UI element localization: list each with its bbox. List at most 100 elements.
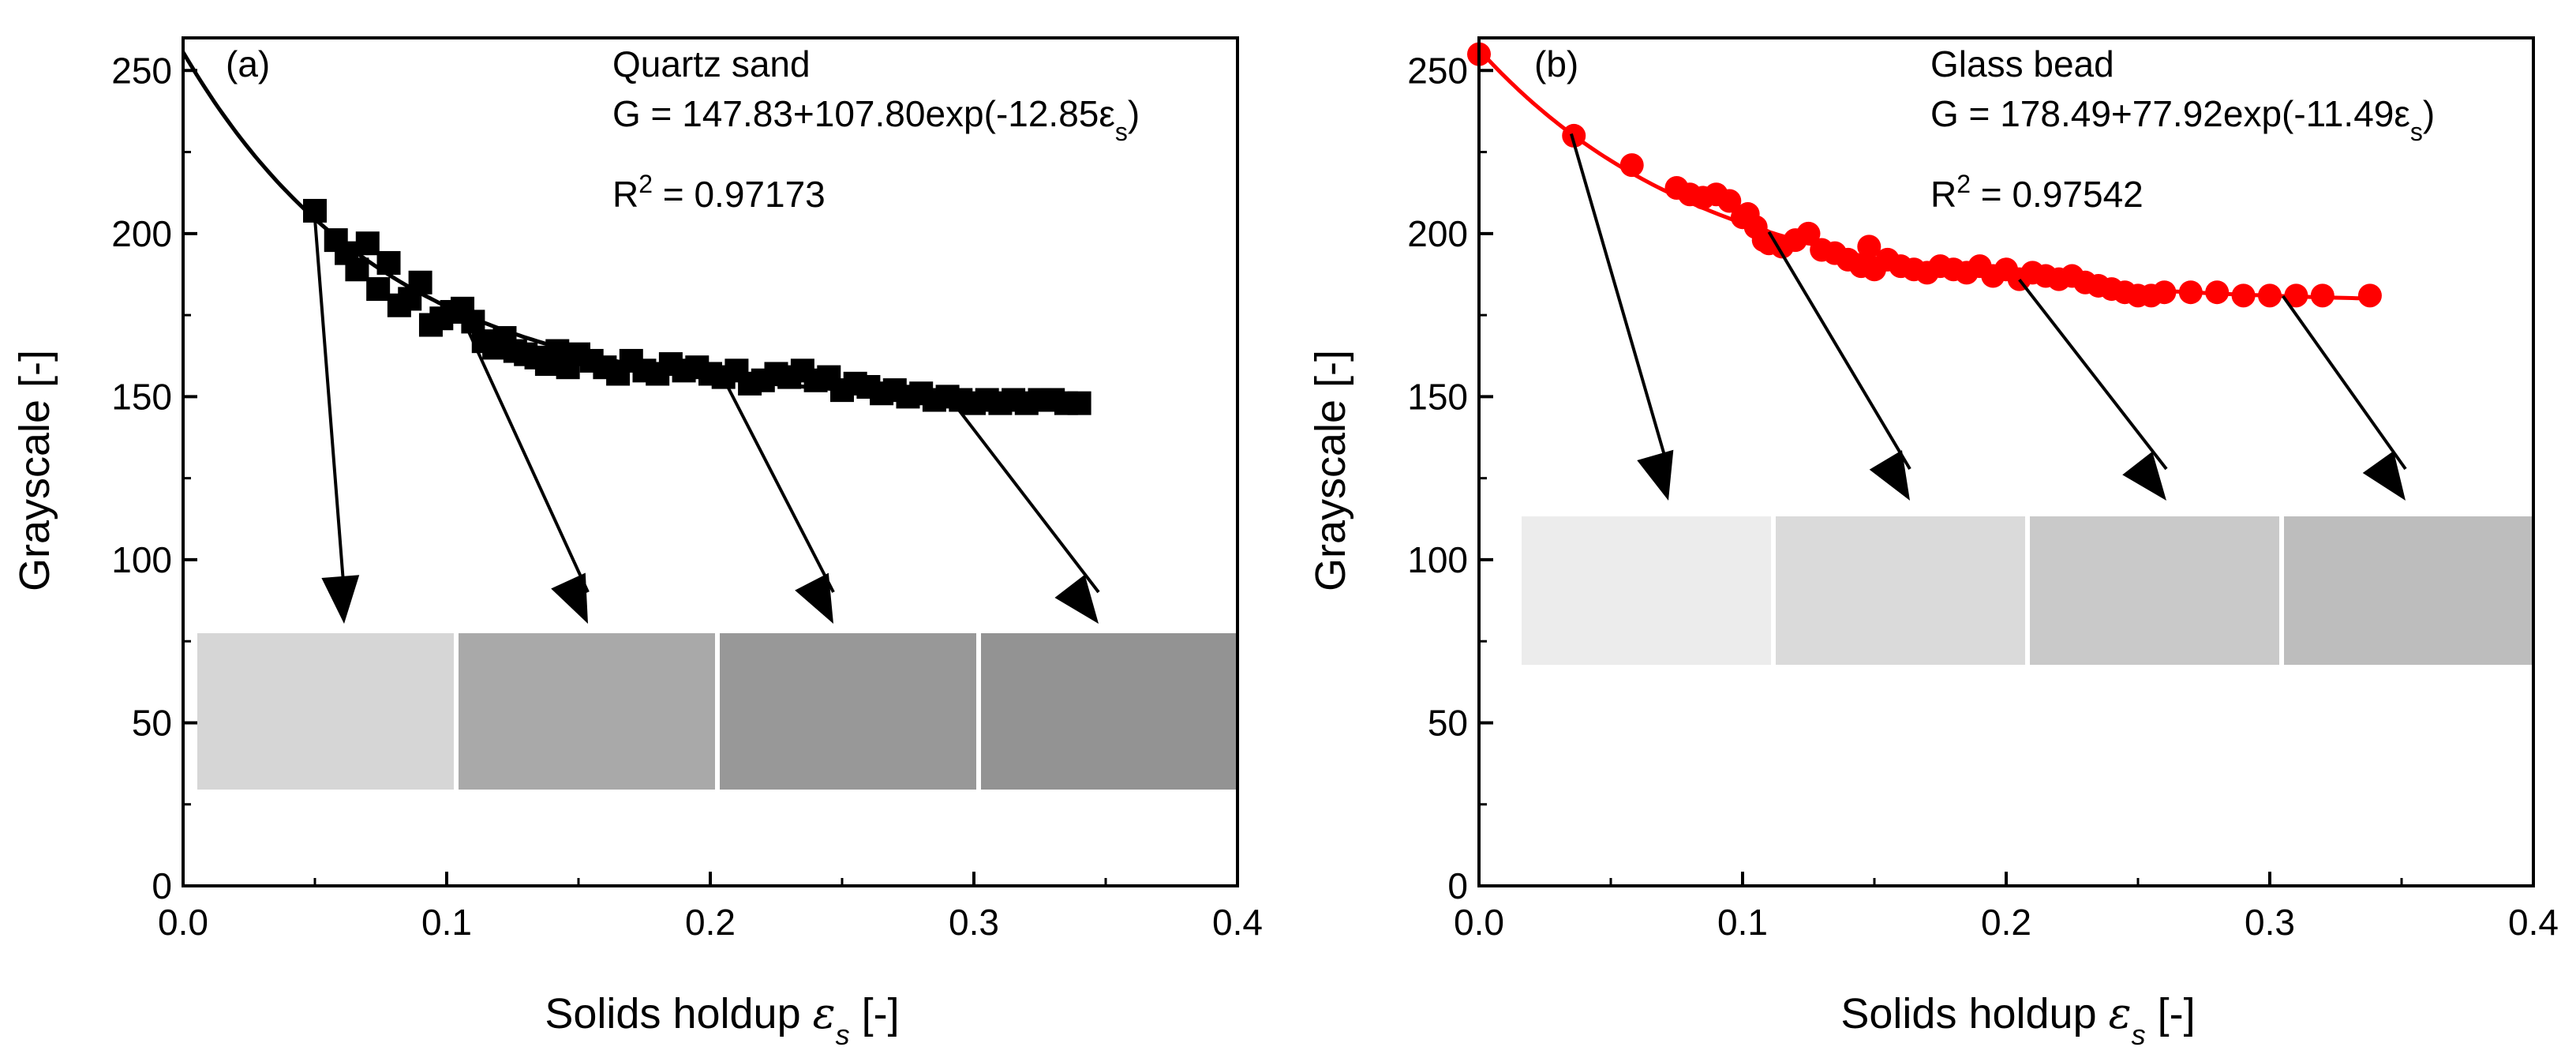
arrows-layer <box>1569 133 2407 501</box>
y-tick-label: 50 <box>1428 702 1468 743</box>
x-tick-label: 0.1 <box>1717 902 1768 943</box>
arrow-head <box>1054 574 1099 624</box>
fit-equation-main: G = 147.83+107.80exp(-12.85ε <box>612 93 1115 134</box>
arrow-head <box>1869 450 1910 501</box>
y-tick-label: 0 <box>1447 865 1468 906</box>
x-axis-title-symbol: ε <box>2109 989 2132 1038</box>
y-tick-label: 0 <box>152 865 172 906</box>
axis-ticks <box>182 69 1239 887</box>
x-axis-title: Solids holdup εs [-] <box>545 989 899 1051</box>
data-point <box>1717 189 1742 213</box>
arrow-line <box>1569 133 1670 470</box>
y-tick-labels: 0 50 100 150 200 250 <box>111 50 172 906</box>
r-squared-superscript: 2 <box>1956 170 1971 198</box>
r-squared-superscript: 2 <box>638 170 653 198</box>
grayscale-image-tile <box>1522 516 1771 665</box>
y-tick-label: 250 <box>111 50 172 91</box>
data-point <box>1067 391 1091 415</box>
r-squared: R2 = 0.97173 <box>612 170 826 215</box>
fit-equation-subscript: s <box>2410 118 2423 146</box>
arrow-line <box>721 377 835 593</box>
data-point <box>376 251 401 276</box>
y-axis-title: Grayscale [-] <box>11 350 58 591</box>
x-axis-title-subscript: s <box>836 1019 850 1051</box>
panel-label: (a) <box>226 43 270 84</box>
y-axis-title: Grayscale [-] <box>1307 350 1354 591</box>
grayscale-image-tile <box>981 633 1237 790</box>
grayscale-image-tile <box>1776 516 2025 665</box>
y-tick-label: 200 <box>1407 213 1468 254</box>
y-tick-label: 150 <box>111 376 172 417</box>
data-point <box>2258 283 2282 308</box>
arrow-head <box>321 575 360 624</box>
y-tick-label: 250 <box>1407 50 1468 91</box>
data-point <box>1619 153 1644 178</box>
x-tick-labels: 0.0 0.1 0.2 0.3 0.4 <box>158 902 1263 943</box>
fit-equation-tail: ) <box>2423 93 2435 134</box>
r-squared-value: = 0.97173 <box>653 174 826 215</box>
x-axis-title-subscript: s <box>2132 1019 2146 1051</box>
panel-a-quartz-sand: 0.0 0.1 0.2 0.3 0.4 0 50 100 150 200 250… <box>11 36 1263 1051</box>
data-point <box>345 257 369 282</box>
x-tick-label: 0.4 <box>1212 902 1263 943</box>
arrow-line <box>313 218 346 593</box>
fit-equation-tail: ) <box>1128 93 1140 134</box>
fit-equation: G = 147.83+107.80exp(-12.85εs) <box>612 93 1140 146</box>
x-axis-title-tail: [-] <box>850 990 900 1037</box>
data-point <box>408 270 432 295</box>
arrow-line <box>458 311 590 593</box>
grayscale-image-tile <box>720 633 976 790</box>
data-points-layer <box>303 198 1091 415</box>
x-tick-label: 0.0 <box>158 902 208 943</box>
r-squared-prefix: R <box>612 174 638 215</box>
x-tick-label: 0.3 <box>2245 902 2295 943</box>
x-axis-title-tail: [-] <box>2146 990 2196 1037</box>
data-point <box>366 277 391 302</box>
y-tick-label: 150 <box>1407 376 1468 417</box>
data-point <box>2310 283 2334 308</box>
arrow-head <box>2122 451 2166 501</box>
y-tick-labels: 0 50 100 150 200 250 <box>1407 50 1468 906</box>
data-point <box>2231 283 2256 308</box>
grayscale-image-tile <box>2030 516 2279 665</box>
chart-title: Quartz sand <box>612 43 811 84</box>
data-point <box>2152 280 2177 305</box>
grayscale-image-strip <box>197 633 1237 790</box>
grayscale-image-strip <box>1522 516 2533 665</box>
grayscale-image-tile <box>2284 516 2533 665</box>
fit-equation-main: G = 178.49+77.92exp(-11.49ε <box>1930 93 2410 134</box>
data-point <box>303 198 327 223</box>
y-tick-label: 200 <box>111 213 172 254</box>
chart-title: Glass bead <box>1930 43 2114 84</box>
grayscale-image-tile <box>197 633 454 790</box>
data-point <box>1796 221 1821 246</box>
data-point <box>2284 283 2308 308</box>
x-axis-title-symbol: ε <box>813 989 836 1038</box>
data-point <box>1562 123 1586 148</box>
y-tick-label: 50 <box>132 702 172 743</box>
data-point <box>2205 280 2230 305</box>
x-tick-label: 0.2 <box>1981 902 2031 943</box>
arrow-head <box>551 572 588 624</box>
data-point <box>355 231 380 256</box>
data-point <box>2178 280 2203 305</box>
panel-b-glass-bead: 0.0 0.1 0.2 0.3 0.4 0 50 100 150 200 250… <box>1307 36 2559 1051</box>
x-tick-label: 0.4 <box>2508 902 2559 943</box>
arrows-layer <box>313 218 1100 624</box>
arrow-line <box>1767 231 1911 471</box>
arrow-line <box>2282 295 2407 471</box>
data-point <box>2357 283 2382 308</box>
r-squared-prefix: R <box>1930 174 1956 215</box>
x-tick-label: 0.0 <box>1454 902 1504 943</box>
x-axis-title: Solids holdup εs [-] <box>1840 989 2195 1051</box>
x-tick-label: 0.2 <box>685 902 736 943</box>
axis-ticks <box>1477 69 2535 887</box>
fit-equation: G = 178.49+77.92exp(-11.49εs) <box>1930 93 2435 146</box>
fit-equation-subscript: s <box>1115 118 1128 146</box>
y-tick-label: 100 <box>1407 539 1468 580</box>
arrow-line <box>2018 278 2168 471</box>
grayscale-image-tile <box>459 633 715 790</box>
x-tick-label: 0.1 <box>421 902 472 943</box>
arrow-line <box>946 394 1100 594</box>
